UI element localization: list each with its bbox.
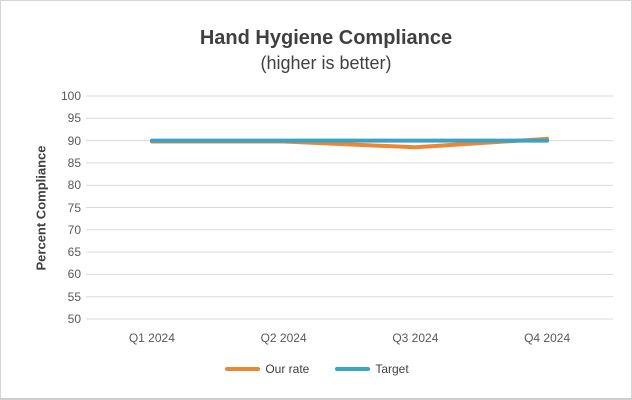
legend-line-swatch <box>225 367 261 371</box>
x-tick-label: Q2 2024 <box>260 331 307 345</box>
y-tick-label: 50 <box>67 312 81 326</box>
y-tick-label: 90 <box>67 133 81 148</box>
legend-label: Target <box>375 362 409 376</box>
y-tick-label: 75 <box>67 200 81 215</box>
y-tick-label: 95 <box>67 111 81 126</box>
y-tick-label: 85 <box>67 155 81 170</box>
legend: Our rate Target <box>1 362 631 376</box>
x-tick-label: Q3 2024 <box>392 331 439 345</box>
x-tick-label: Q4 2024 <box>524 331 571 345</box>
y-tick-label: 80 <box>67 178 81 193</box>
y-tick-label: 60 <box>67 267 81 282</box>
y-tick-label: 55 <box>67 289 81 304</box>
y-tick-label: 100 <box>60 89 81 103</box>
legend-item-our-rate: Our rate <box>225 362 309 376</box>
chart-title: Hand Hygiene Compliance <box>199 27 453 49</box>
x-tick-label: Q1 2024 <box>128 331 175 345</box>
legend-item-target: Target <box>335 362 409 376</box>
y-tick-label: 70 <box>67 222 81 237</box>
chart-subtitle: (higher is better) <box>260 53 392 73</box>
legend-label: Our rate <box>265 362 310 376</box>
legend-line-swatch <box>335 367 371 371</box>
y-tick-label: 65 <box>67 245 81 260</box>
